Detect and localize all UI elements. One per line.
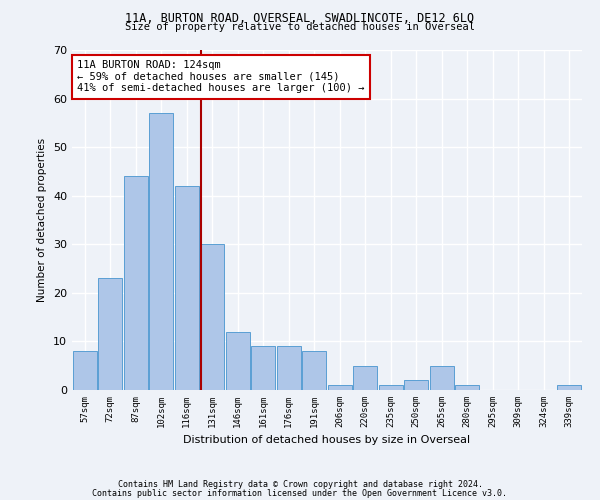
Bar xyxy=(455,385,479,390)
Text: Contains public sector information licensed under the Open Government Licence v3: Contains public sector information licen… xyxy=(92,488,508,498)
Bar xyxy=(124,176,148,390)
Y-axis label: Number of detached properties: Number of detached properties xyxy=(37,138,47,302)
Bar xyxy=(557,385,581,390)
Text: 11A BURTON ROAD: 124sqm
← 59% of detached houses are smaller (145)
41% of semi-d: 11A BURTON ROAD: 124sqm ← 59% of detache… xyxy=(77,60,365,94)
Bar xyxy=(98,278,122,390)
Bar xyxy=(379,385,403,390)
Bar xyxy=(251,346,275,390)
Bar xyxy=(328,385,352,390)
Text: 11A, BURTON ROAD, OVERSEAL, SWADLINCOTE, DE12 6LQ: 11A, BURTON ROAD, OVERSEAL, SWADLINCOTE,… xyxy=(125,12,475,26)
Text: Contains HM Land Registry data © Crown copyright and database right 2024.: Contains HM Land Registry data © Crown c… xyxy=(118,480,482,489)
Text: Size of property relative to detached houses in Overseal: Size of property relative to detached ho… xyxy=(125,22,475,32)
Bar xyxy=(226,332,250,390)
Bar xyxy=(277,346,301,390)
Bar xyxy=(430,366,454,390)
X-axis label: Distribution of detached houses by size in Overseal: Distribution of detached houses by size … xyxy=(184,436,470,446)
Bar xyxy=(200,244,224,390)
Bar xyxy=(404,380,428,390)
Bar xyxy=(353,366,377,390)
Bar xyxy=(302,351,326,390)
Bar xyxy=(175,186,199,390)
Bar xyxy=(149,113,173,390)
Bar xyxy=(73,351,97,390)
